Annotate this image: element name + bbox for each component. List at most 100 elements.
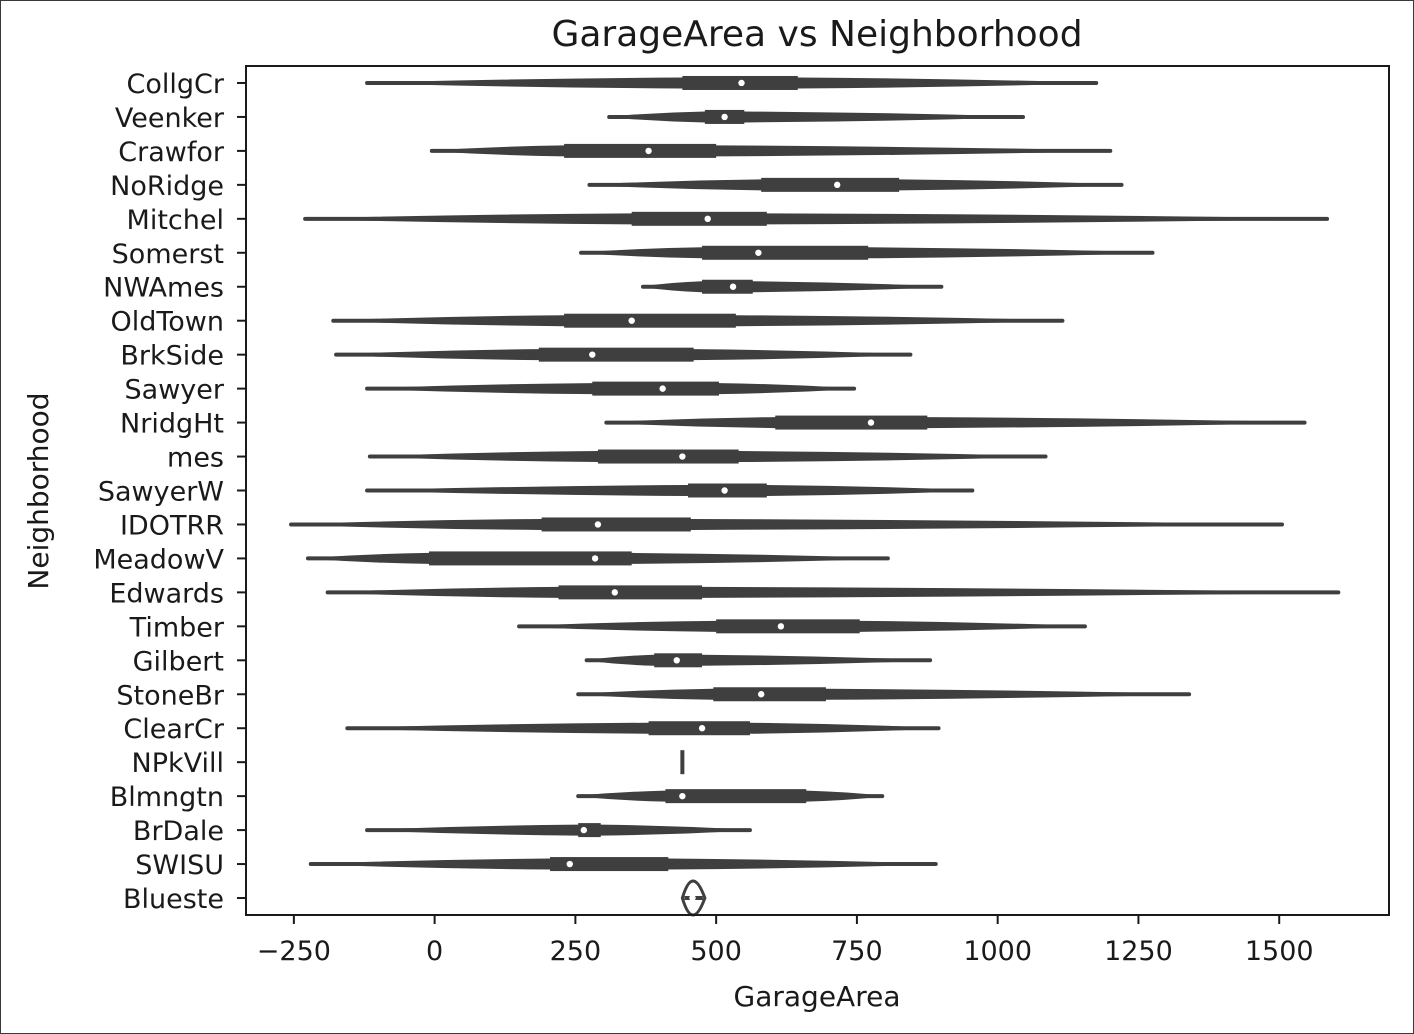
y-tick-label: SWISU — [135, 850, 224, 881]
median-point — [591, 555, 599, 562]
median-point — [673, 657, 680, 664]
y-tick-label: Timber — [129, 612, 225, 643]
median-point — [689, 894, 696, 902]
iqr-box — [564, 313, 736, 328]
y-tick-label: Crawfor — [118, 137, 225, 168]
violin-Blmngtn — [576, 789, 885, 804]
violin-Blueste — [680, 879, 707, 917]
violin-Veenker — [607, 109, 1026, 124]
plot-area — [245, 65, 1390, 917]
y-axis: CollgCrVeenkerCrawforNoRidgeMitchelSomer… — [93, 69, 246, 915]
median-point — [867, 419, 875, 426]
median-point — [755, 249, 762, 256]
x-tick-label: −250 — [257, 936, 331, 967]
iqr-box — [550, 857, 669, 872]
y-tick-label: Blueste — [123, 884, 224, 915]
median-point — [611, 589, 619, 596]
iqr-box — [541, 517, 691, 532]
violin-Mitchel — [303, 211, 1330, 226]
x-axis: −250 0 250 500 750 1000 1250 1500 — [257, 915, 1314, 967]
iqr-box — [665, 789, 807, 804]
y-tick-label: SawyerW — [98, 477, 224, 508]
violin-Crawfor — [429, 143, 1113, 158]
median-point — [594, 521, 602, 528]
y-tick-label: NPkVill — [132, 748, 225, 779]
violin-NoRidge — [587, 177, 1124, 192]
y-tick-label: NridgHt — [120, 409, 224, 440]
violin-SWISU — [308, 857, 938, 872]
median-point — [738, 79, 745, 87]
violin-MeadowV — [305, 551, 890, 566]
median-point — [777, 623, 785, 630]
iqr-box — [702, 245, 869, 260]
median-point — [704, 215, 711, 223]
iqr-box — [713, 687, 826, 702]
median-point — [580, 826, 588, 834]
median-point — [757, 691, 765, 698]
x-tick-label: 750 — [831, 936, 883, 967]
median-point — [589, 351, 596, 358]
violin-Sawyer — [365, 381, 857, 396]
y-tick-label: Edwards — [109, 578, 224, 609]
iqr-box — [631, 211, 767, 226]
violin-Gilbert — [584, 653, 933, 668]
y-tick-label: IDOTRR — [120, 510, 224, 541]
y-tick-label: CollgCr — [127, 69, 225, 100]
iqr-box — [538, 347, 694, 362]
iqr-box — [716, 619, 860, 634]
y-tick-label: Somerst — [112, 239, 224, 270]
y-tick-label: Blmngtn — [110, 782, 224, 813]
violin-Edwards — [325, 585, 1341, 600]
violin-ClearCr — [345, 721, 941, 736]
violin-mes — [367, 449, 1048, 464]
iqr-box — [761, 177, 900, 192]
y-tick-label: MeadowV — [93, 544, 224, 575]
iqr-box — [578, 823, 601, 838]
violin-SawyerW — [365, 483, 975, 498]
median-point — [721, 487, 728, 494]
chart-title: GarageArea vs Neighborhood — [551, 14, 1082, 55]
violin-Timber — [517, 619, 1087, 634]
violin-body — [680, 879, 707, 917]
violin-CollgCr — [365, 75, 1099, 90]
iqr-box — [592, 381, 719, 396]
iqr-box — [564, 143, 717, 158]
x-tick-label: 1000 — [963, 936, 1032, 967]
median-point — [721, 113, 728, 121]
median-point — [566, 860, 573, 868]
y-tick-label: BrDale — [133, 816, 224, 847]
violin-NWAmes — [640, 279, 944, 294]
violin-BrDale — [365, 823, 752, 838]
y-axis-label: Neighborhood — [22, 392, 55, 589]
y-tick-label: BrkSide — [120, 341, 224, 372]
median-point — [679, 453, 686, 460]
x-tick-label: 250 — [550, 936, 602, 967]
violin-BrkSide — [334, 347, 913, 362]
violin-NridgHt — [604, 415, 1307, 430]
iqr-box — [775, 415, 928, 430]
x-tick-label: 500 — [690, 936, 742, 967]
x-tick-label: 1250 — [1104, 936, 1173, 967]
median-point — [834, 181, 841, 189]
y-tick-label: ClearCr — [123, 714, 224, 745]
y-tick-label: Veenker — [115, 103, 225, 134]
median-point — [698, 725, 706, 732]
violin-StoneBr — [576, 687, 1192, 702]
violin-IDOTRR — [289, 517, 1285, 532]
y-tick-label: NWAmes — [103, 273, 224, 304]
median-point — [659, 385, 666, 392]
x-tick-label: 1500 — [1245, 936, 1314, 967]
iqr-box — [428, 551, 632, 566]
median-point — [628, 317, 635, 324]
median-point — [679, 792, 686, 800]
y-tick-label: Mitchel — [127, 205, 224, 236]
violin-OldTown — [331, 313, 1065, 328]
x-axis-label: GarageArea — [734, 980, 901, 1013]
iqr-box — [702, 279, 753, 294]
y-tick-label: StoneBr — [116, 680, 224, 711]
median-point — [645, 147, 652, 155]
y-tick-label: Gilbert — [133, 646, 224, 677]
x-tick-label: 0 — [426, 936, 443, 967]
violin-Somerst — [579, 245, 1155, 260]
